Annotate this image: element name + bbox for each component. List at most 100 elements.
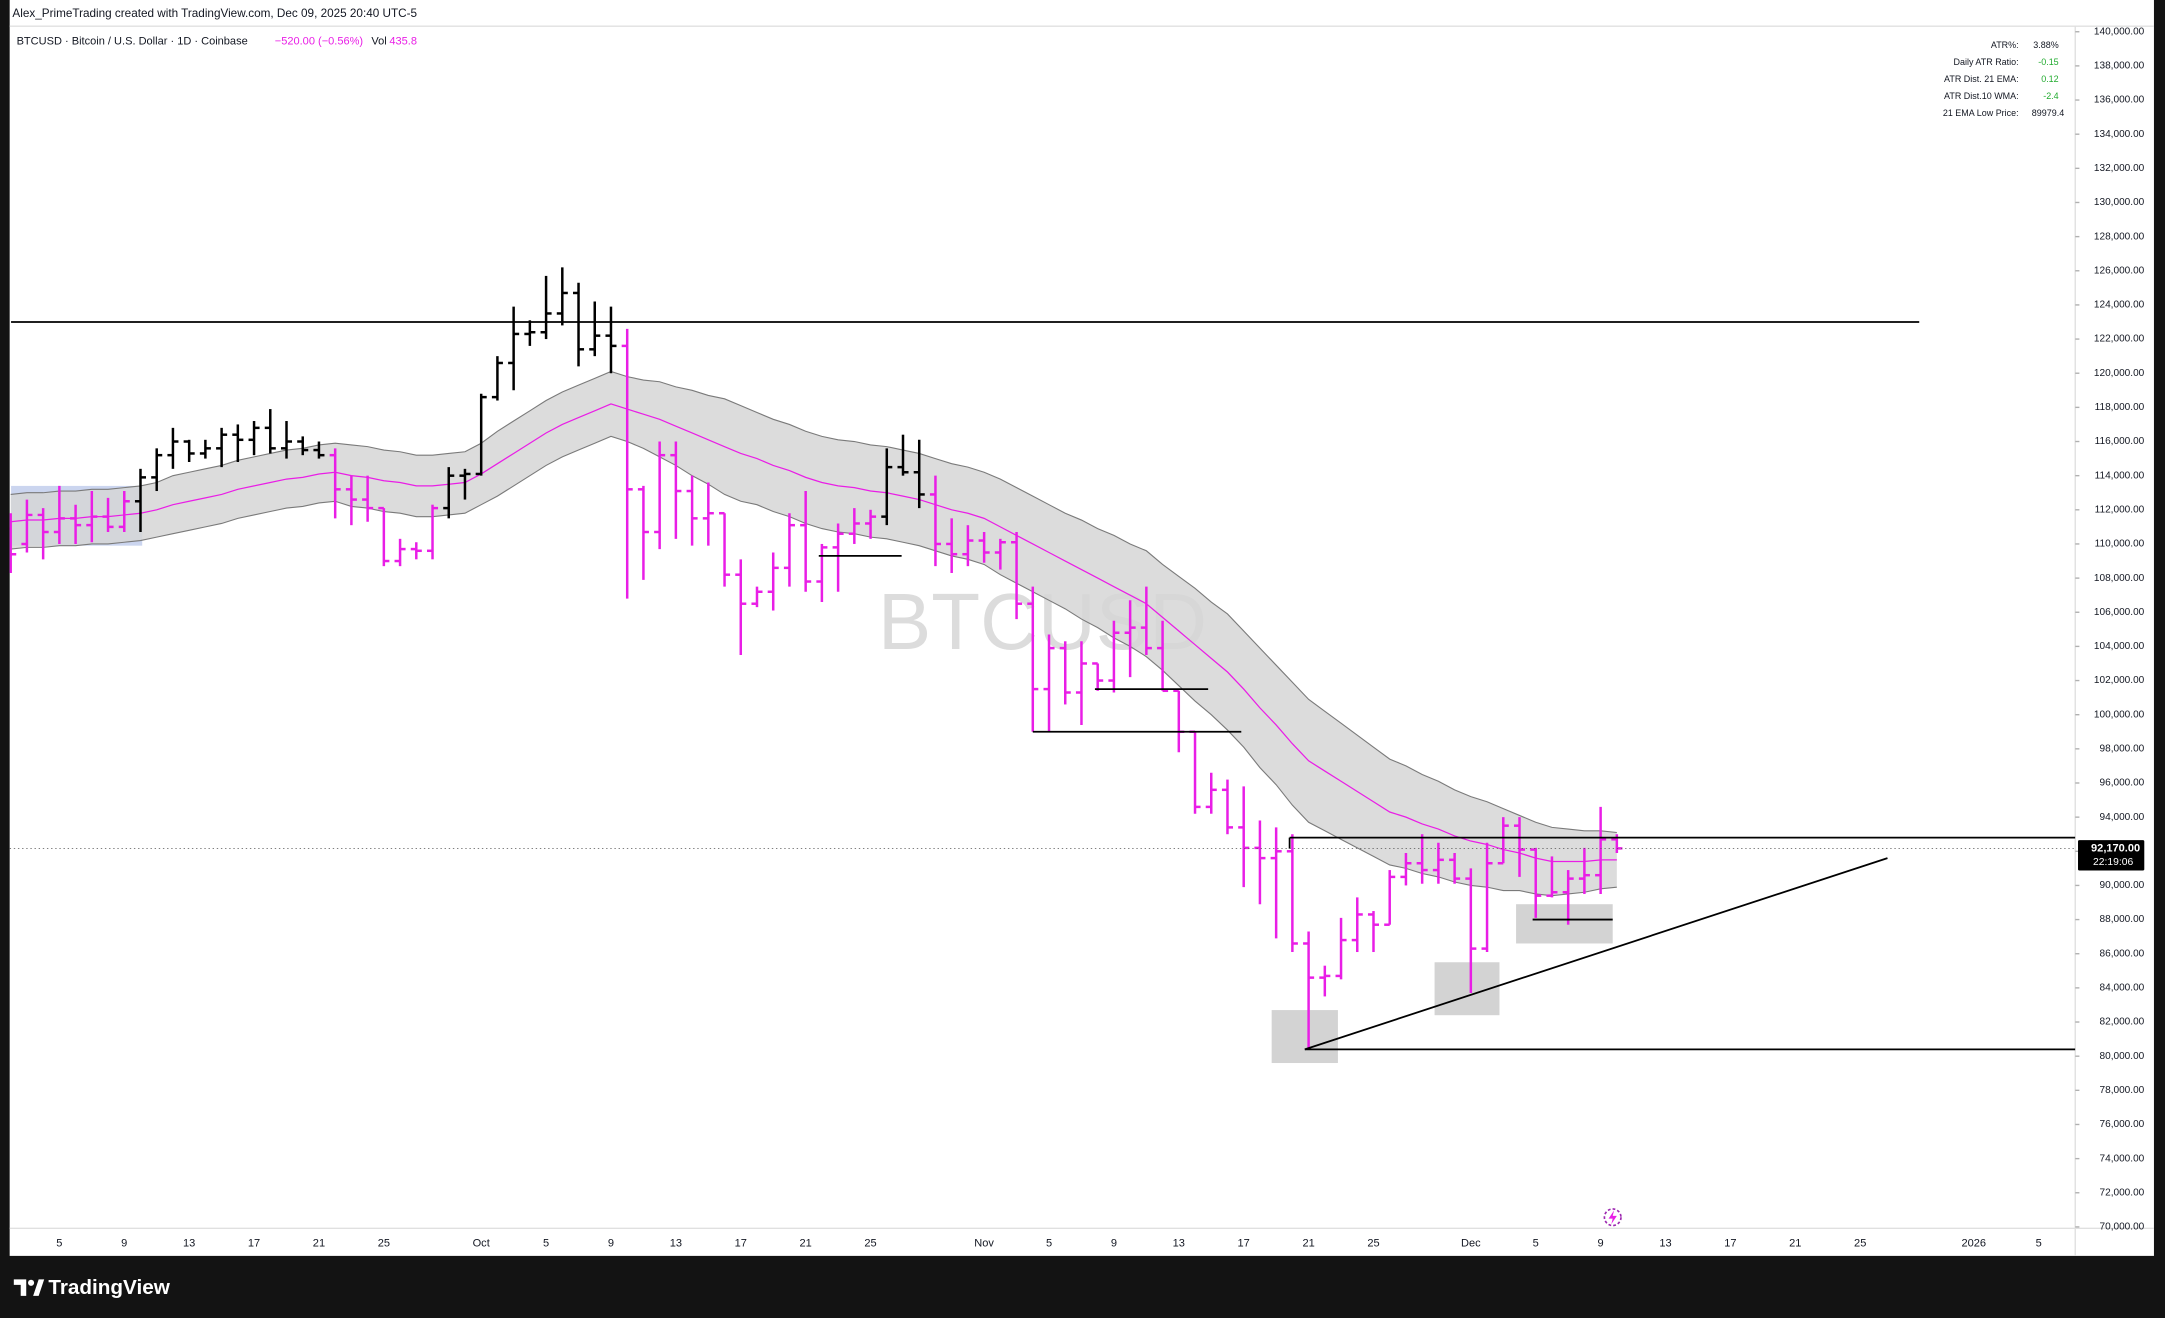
ohlc-bar <box>1546 856 1558 898</box>
plot-area <box>9 267 2076 1064</box>
ohlc-bar <box>248 421 260 456</box>
y-tick-label: 106,000.00 <box>2094 607 2145 618</box>
ohlc-bar <box>394 538 406 567</box>
ohlc-bar <box>654 441 666 550</box>
x-tick-label: 21 <box>800 1237 812 1249</box>
ohlc-bar <box>1011 532 1023 620</box>
ohlc-bar <box>1027 586 1039 732</box>
indicator-value: 89979.4 <box>2032 108 2064 118</box>
ohlc-bar <box>37 508 49 560</box>
last-price-box <box>2078 840 2145 871</box>
indicator-label: 21 EMA Low Price: <box>1943 108 2019 118</box>
y-tick-label: 88,000.00 <box>2100 914 2145 925</box>
ohlc-bar <box>264 409 276 454</box>
ohlc-bar <box>1351 897 1363 953</box>
ohlc-bar <box>881 448 893 526</box>
ohlc-bar <box>540 275 552 340</box>
last-price-label: 92,170.00 <box>2091 842 2140 854</box>
x-tick-label: 9 <box>1111 1237 1117 1249</box>
x-tick-label: 9 <box>121 1237 127 1249</box>
ohlc-bar <box>962 525 974 567</box>
ohlc-bar <box>848 508 860 544</box>
ohlc-bar <box>929 475 941 567</box>
x-tick-label: 9 <box>608 1237 614 1249</box>
ohlc-bar <box>410 542 422 560</box>
ohlc-bar <box>800 491 812 592</box>
ohlc-bar <box>378 506 390 567</box>
logo-mark-a <box>13 1279 27 1296</box>
replay-icon[interactable] <box>1603 1208 1622 1227</box>
x-tick-label: Oct <box>473 1237 490 1249</box>
y-tick-label: 116,000.00 <box>2095 436 2145 447</box>
y-tick-label: 76,000.00 <box>2100 1119 2145 1130</box>
x-tick-label: 21 <box>313 1237 325 1249</box>
ohlc-bar <box>70 504 82 544</box>
band-lower <box>10 435 1617 897</box>
x-tick-label: 25 <box>1367 1237 1379 1249</box>
y-tick-label: 70,000.00 <box>2100 1222 2145 1233</box>
zone <box>1271 1010 1338 1064</box>
symbol[interactable]: BTCUSD · Bitcoin / U.S. Dollar · 1D · Co… <box>17 35 248 47</box>
indicator-value: 3.88% <box>2033 40 2058 50</box>
x-tick-label: 25 <box>864 1237 876 1249</box>
ohlc-bar <box>913 439 925 509</box>
ohlc-bar <box>605 306 617 374</box>
ohlc-bar <box>1367 911 1380 953</box>
ohlc-bar <box>53 485 65 544</box>
y-tick-label: 136,000.00 <box>2094 95 2145 106</box>
y-tick-label: 122,000.00 <box>2094 334 2145 345</box>
ema-line <box>10 403 1617 863</box>
ohlc-bar <box>1043 634 1055 732</box>
ohlc-bar <box>183 439 195 463</box>
indicator-value: -2.4 <box>2043 91 2058 101</box>
ohlc-bar <box>1497 817 1509 865</box>
ohlc-bar <box>199 439 211 459</box>
x-tick-label: 17 <box>735 1237 747 1249</box>
ohlc-bar <box>1481 842 1493 953</box>
ohlc-bar <box>1400 852 1412 886</box>
indicator-label: ATR Dist.10 WMA: <box>1944 91 2019 101</box>
ohlc-bar <box>556 267 568 326</box>
x-tick-label: 5 <box>56 1237 62 1249</box>
ohlc-bar <box>897 434 909 476</box>
indicator-label: ATR Dist. 21 EMA: <box>1944 74 2019 84</box>
ohlc-bar <box>1124 600 1136 678</box>
x-tick-label: Dec <box>1461 1237 1481 1249</box>
ohlc-bar <box>1157 620 1169 693</box>
y-tick-label: 134,000.00 <box>2094 129 2145 140</box>
x-tick-label: 5 <box>543 1237 549 1249</box>
ohlc-bar <box>21 499 33 553</box>
icon-ring <box>1603 1208 1622 1227</box>
y-tick-label: 132,000.00 <box>2094 163 2145 174</box>
ohlc-bar <box>1254 820 1266 905</box>
y-tick-label: 126,000.00 <box>2094 265 2145 276</box>
logo[interactable]: TradingView <box>13 1276 171 1299</box>
ohlc-bar <box>686 475 698 546</box>
icon-bolt <box>1608 1210 1617 1225</box>
credit: Alex_PrimeTrading created with TradingVi… <box>12 7 417 20</box>
y-tick-label: 86,000.00 <box>2100 948 2145 959</box>
ohlc-bar <box>1270 827 1282 939</box>
x-tick-label: 13 <box>670 1237 682 1249</box>
y-tick-label: 80,000.00 <box>2100 1051 2145 1062</box>
x-tick-label: 25 <box>1854 1237 1866 1249</box>
ohlc-bar <box>443 467 455 519</box>
ohlc-bar <box>1449 852 1461 884</box>
y-tick-label: 128,000.00 <box>2094 231 2145 242</box>
x-tick-label: 5 <box>1046 1237 1052 1249</box>
ohlc-bar <box>1092 662 1104 691</box>
volume-value: 435.8 <box>389 35 417 47</box>
ohlc-bar <box>102 497 114 533</box>
ohlc-bar <box>702 482 714 546</box>
x-tick-label: 5 <box>2036 1237 2042 1249</box>
y-tick-label: 96,000.00 <box>2100 778 2145 789</box>
ohlc-bar <box>1513 817 1526 877</box>
ohlc-bar <box>1059 641 1071 705</box>
ohlc-bar <box>1108 620 1120 693</box>
ohlc-bar <box>345 475 357 526</box>
y-tick-label: 82,000.00 <box>2100 1017 2145 1028</box>
ohlc-bar <box>118 491 130 533</box>
y-tick-label: 94,000.00 <box>2100 812 2145 823</box>
